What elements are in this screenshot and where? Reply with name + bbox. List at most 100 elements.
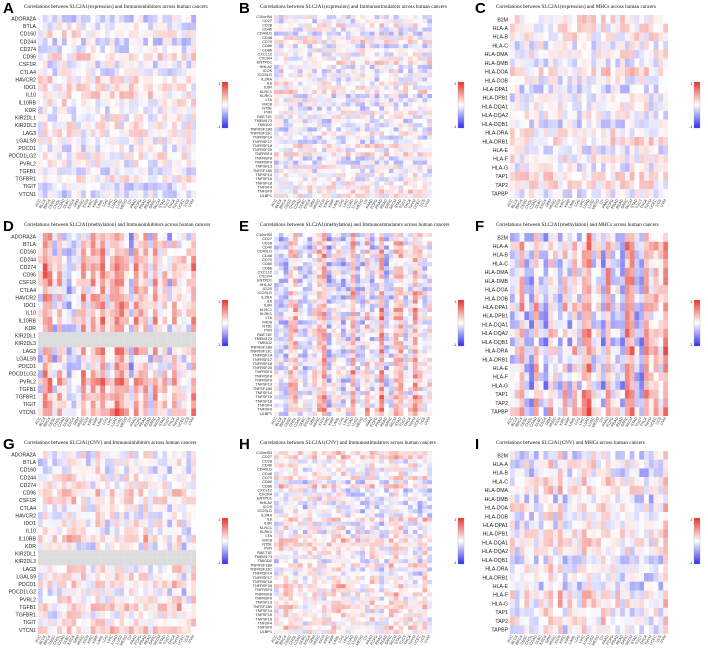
heatmap-cell bbox=[350, 245, 356, 250]
heatmap-cell bbox=[581, 32, 587, 42]
heatmap-cell bbox=[369, 23, 375, 28]
heatmap-cell bbox=[274, 332, 279, 338]
heatmap-cell bbox=[658, 41, 664, 50]
heatmap-cell bbox=[586, 110, 592, 120]
heatmap-cell bbox=[403, 332, 409, 338]
heatmap-cell bbox=[379, 173, 385, 178]
heatmap-cell bbox=[634, 128, 640, 138]
heatmap-cell bbox=[374, 148, 380, 153]
column-label: ACC bbox=[506, 198, 514, 207]
heatmap-cell bbox=[408, 291, 413, 296]
heatmap-cell bbox=[321, 270, 327, 275]
heatmap-cell bbox=[384, 341, 389, 346]
heatmap-cell bbox=[403, 31, 409, 36]
heatmap-cell bbox=[114, 129, 120, 138]
heatmap-cell bbox=[293, 56, 298, 61]
heatmap-cell bbox=[138, 377, 144, 386]
heatmap-cell bbox=[288, 143, 294, 149]
heatmap-cell bbox=[596, 23, 602, 33]
heatmap-cell bbox=[403, 98, 409, 103]
heatmap-cell bbox=[172, 98, 177, 107]
heatmap-cell bbox=[384, 262, 389, 267]
heatmap-cell bbox=[71, 91, 77, 99]
heatmap-cell bbox=[388, 345, 394, 350]
heatmap-cell bbox=[42, 332, 48, 340]
heatmap-cell bbox=[293, 320, 298, 325]
heatmap-cell bbox=[567, 180, 573, 190]
heatmap-cell bbox=[66, 37, 72, 46]
heatmap-cell bbox=[350, 114, 356, 120]
heatmap-cell bbox=[38, 60, 43, 69]
heatmap-cell bbox=[605, 102, 611, 111]
heatmap-cell bbox=[345, 189, 351, 194]
heatmap-cell bbox=[317, 143, 322, 149]
heatmap-cell bbox=[302, 270, 308, 275]
heatmap-cell bbox=[181, 316, 187, 325]
heatmap-cell bbox=[355, 98, 361, 103]
column-label: CHOL bbox=[524, 199, 533, 210]
heatmap-cell bbox=[336, 152, 342, 157]
heatmap-cell bbox=[95, 408, 101, 417]
heatmap-cell bbox=[85, 144, 91, 153]
heatmap-cell bbox=[586, 180, 592, 190]
heatmap-cell bbox=[293, 106, 298, 111]
heatmap-cell bbox=[422, 127, 428, 132]
heatmap-cell bbox=[529, 145, 534, 155]
heatmap-cell bbox=[581, 137, 587, 146]
heatmap-cell bbox=[100, 37, 106, 46]
heatmap-cell bbox=[336, 262, 342, 267]
heatmap-cell bbox=[388, 44, 394, 49]
heatmap-cell bbox=[326, 139, 332, 144]
heatmap-cell bbox=[176, 144, 182, 153]
heatmap-cell bbox=[95, 233, 101, 241]
heatmap-cell bbox=[167, 121, 173, 130]
heatmap-cell bbox=[519, 163, 525, 172]
heatmap-cell bbox=[422, 249, 428, 254]
heatmap-cell bbox=[388, 237, 394, 242]
heatmap-cell bbox=[288, 332, 294, 338]
heatmap-cell bbox=[398, 160, 404, 165]
heatmap-cell bbox=[417, 35, 423, 41]
column-label: DLBC bbox=[62, 198, 71, 209]
heatmap-cell bbox=[374, 189, 380, 194]
heatmap-cell bbox=[138, 121, 144, 130]
heatmap-cell bbox=[605, 41, 611, 50]
heatmap-cell bbox=[90, 22, 96, 31]
heatmap-cell bbox=[355, 249, 361, 254]
heatmap-cell bbox=[398, 118, 404, 124]
heatmap-cell bbox=[379, 341, 385, 346]
heatmap-cell bbox=[321, 282, 327, 288]
heatmap-cell bbox=[331, 118, 337, 124]
heatmap-cell bbox=[61, 347, 67, 356]
heatmap-cell bbox=[331, 127, 337, 132]
heatmap-cell bbox=[312, 31, 318, 36]
heatmap-cell bbox=[283, 295, 289, 300]
heatmap-cell bbox=[81, 91, 86, 99]
heatmap-cell bbox=[341, 152, 346, 157]
heatmap-cell bbox=[138, 106, 144, 115]
heatmap-cell bbox=[369, 257, 375, 263]
heatmap-cell bbox=[307, 241, 313, 246]
heatmap-cell bbox=[360, 160, 366, 165]
heatmap-cell bbox=[336, 341, 342, 346]
heatmap-cell bbox=[52, 83, 58, 92]
heatmap-cell bbox=[167, 167, 173, 176]
heatmap-cell bbox=[302, 345, 308, 350]
heatmap-cell bbox=[297, 131, 303, 136]
heatmap-cell bbox=[388, 152, 394, 157]
column-label: TGCT bbox=[399, 198, 408, 210]
heatmap-cell bbox=[567, 128, 573, 138]
heatmap-cell bbox=[57, 83, 62, 92]
heatmap-cell bbox=[591, 163, 597, 172]
column-label: DLBC bbox=[298, 198, 307, 209]
heatmap-cell bbox=[297, 156, 303, 161]
heatmap-cell bbox=[417, 114, 423, 120]
heatmap-cell bbox=[66, 15, 72, 23]
heatmap-cell bbox=[52, 324, 58, 333]
heatmap-cell bbox=[90, 68, 96, 77]
heatmap-cell bbox=[412, 316, 418, 321]
heatmap-cell bbox=[38, 190, 43, 199]
heatmap-cell bbox=[307, 114, 313, 120]
heatmap-cell bbox=[191, 248, 197, 256]
heatmap-cell bbox=[331, 245, 337, 250]
